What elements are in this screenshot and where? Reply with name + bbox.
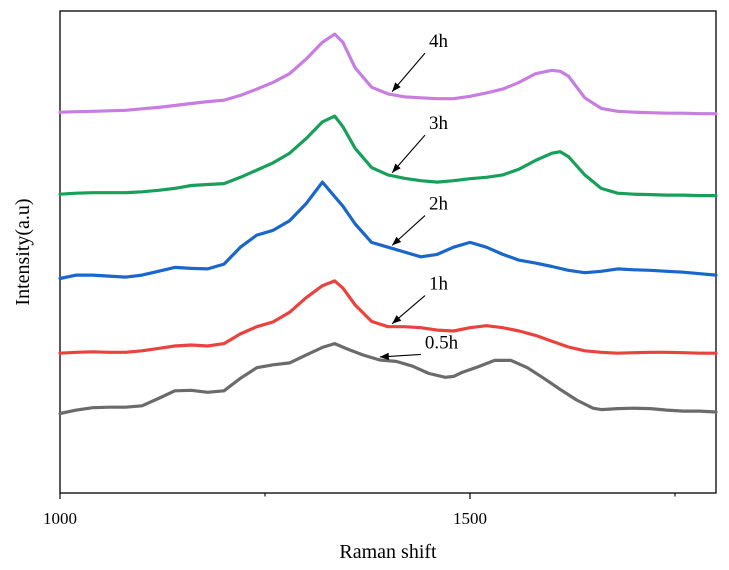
plot-frame bbox=[59, 10, 717, 494]
annotation-arrowhead-2h bbox=[392, 236, 402, 246]
series-line-2h bbox=[58, 180, 718, 281]
series-line-3h bbox=[58, 114, 718, 198]
series-line-1h bbox=[58, 279, 718, 355]
annotation-arrowhead-4h bbox=[392, 82, 401, 92]
annotation-label-1h: 1h bbox=[429, 274, 449, 295]
x-axis-label: Raman shift bbox=[339, 541, 437, 563]
annotation-label-0.5h: 0.5h bbox=[425, 332, 459, 353]
annotation-arrowhead-3h bbox=[392, 163, 401, 173]
annotation-arrowhead-0.5h bbox=[379, 352, 389, 360]
series-line-0.5h bbox=[58, 342, 718, 416]
annotation-arrowhead-1h bbox=[392, 315, 402, 324]
annotation-layer: 4h 3h 2h 1h 0.5h bbox=[379, 31, 459, 360]
annotation-label-3h: 3h bbox=[429, 113, 449, 134]
series-line-4h bbox=[58, 32, 718, 116]
y-axis-label: Intensity(a.u) bbox=[12, 198, 34, 305]
annotation-label-2h: 2h bbox=[429, 194, 449, 215]
x-tick-label-1500: 1500 bbox=[453, 509, 487, 528]
series-layer bbox=[58, 32, 718, 416]
x-axis-ticks: 1000 1500 bbox=[43, 493, 676, 528]
x-tick-label-1000: 1000 bbox=[43, 509, 77, 528]
annotation-label-4h: 4h bbox=[429, 31, 449, 52]
